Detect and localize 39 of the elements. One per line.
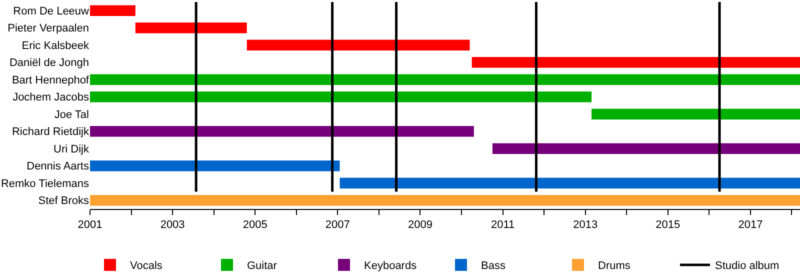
y-tick-label: Dennis Aarts [26,160,90,173]
y-tick-label: Rom De Leeuw [13,5,90,18]
bar [90,160,340,172]
x-tick-label: 2005 [242,219,268,232]
y-tick-label: Joe Tal [54,108,89,121]
bar [90,92,592,102]
bar [135,22,247,34]
bar [90,126,474,137]
y-tick-label: Daniël de Jongh [9,57,89,70]
y-tick-label: Remko Tielemans [0,178,90,190]
y-tick-label: Jochem Jacobs [12,92,90,104]
x-tick-label: 2013 [573,219,598,232]
legend-label: Vocals [130,260,163,272]
bar [472,57,800,68]
legend-label: Studio album [715,260,780,272]
x-tick-label: 2003 [160,219,185,232]
legend-label: Guitar [247,260,278,272]
y-tick-label: Pieter Verpaalen [8,22,89,35]
x-tick-label: 2015 [656,219,680,232]
x-tick-label: 2007 [325,219,350,232]
bar [90,74,800,85]
x-tick-label: 2017 [738,219,763,232]
bar [90,195,800,206]
bar [90,5,136,16]
y-tick-label: Stef Broks [38,195,90,208]
legend-label: Keyboards [364,260,418,272]
x-tick-label: 2009 [408,219,432,232]
legend-label: Bass [481,260,506,272]
y-tick-label: Bart Hennephof [12,74,90,86]
bar [340,178,800,188]
bar [492,143,800,154]
legend-label: Drums [598,260,631,272]
y-tick-label: Eric Kalsbeek [22,40,90,52]
y-tick-label: Uri Dijk [54,143,90,156]
bar [246,40,470,50]
bar [592,108,800,120]
y-tick-label: Richard Rietdijk [12,126,90,138]
x-tick-label: 2001 [78,219,102,232]
x-tick-label: 2011 [490,219,515,232]
